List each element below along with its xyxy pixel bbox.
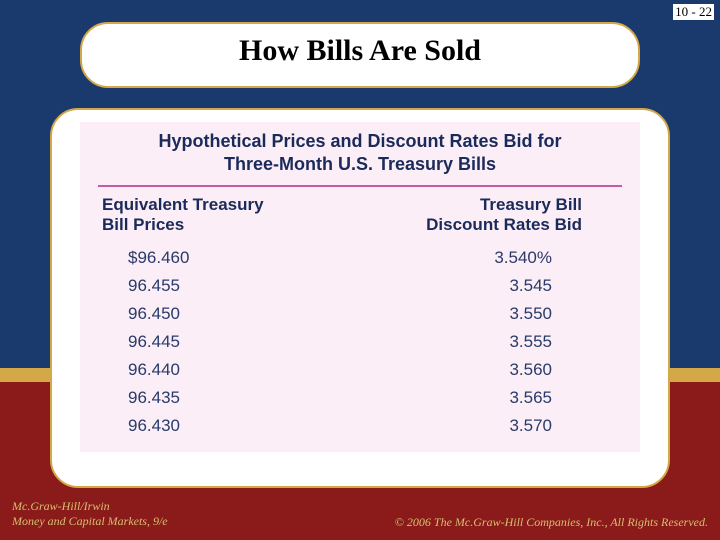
col-header-prices-l1: Equivalent Treasury: [102, 195, 264, 214]
footer-copyright: © 2006 The Mc.Graw-Hill Companies, Inc.,…: [395, 515, 708, 530]
table-title: Hypothetical Prices and Discount Rates B…: [80, 122, 640, 185]
cell-rate: 3.540%: [340, 244, 622, 272]
table-row: 96.440 3.560: [98, 356, 622, 384]
cell-price: $96.460: [98, 244, 340, 272]
page-number: 10 - 22: [673, 4, 714, 20]
table-title-line2: Three-Month U.S. Treasury Bills: [224, 154, 496, 174]
cell-rate: 3.550: [340, 300, 622, 328]
title-card: How Bills Are Sold: [80, 22, 640, 88]
footer-publisher: Mc.Graw-Hill/Irwin: [12, 499, 110, 513]
table-row: $96.460 3.540%: [98, 244, 622, 272]
cell-price: 96.455: [98, 272, 340, 300]
table-container: Hypothetical Prices and Discount Rates B…: [80, 122, 640, 452]
cell-price: 96.435: [98, 384, 340, 412]
col-header-prices-l2: Bill Prices: [102, 215, 184, 234]
table-row: 96.445 3.555: [98, 328, 622, 356]
col-header-rates-l2: Discount Rates Bid: [426, 215, 582, 234]
footer-book: Money and Capital Markets, 9/e: [12, 514, 168, 528]
cell-price: 96.445: [98, 328, 340, 356]
table-row: 96.450 3.550: [98, 300, 622, 328]
cell-rate: 3.560: [340, 356, 622, 384]
col-header-rates-l1: Treasury Bill: [480, 195, 582, 214]
cell-rate: 3.565: [340, 384, 622, 412]
content-card: Hypothetical Prices and Discount Rates B…: [50, 108, 670, 488]
cell-price: 96.440: [98, 356, 340, 384]
cell-rate: 3.570: [340, 412, 622, 440]
table-rule: [98, 185, 622, 187]
table-title-line1: Hypothetical Prices and Discount Rates B…: [158, 131, 561, 151]
cell-rate: 3.545: [340, 272, 622, 300]
slide-title: How Bills Are Sold: [102, 34, 618, 68]
table-body: $96.460 3.540% 96.455 3.545 96.450 3.550…: [80, 244, 640, 452]
cell-price: 96.450: [98, 300, 340, 328]
col-header-prices: Equivalent Treasury Bill Prices: [98, 195, 342, 236]
col-header-rates: Treasury Bill Discount Rates Bid: [342, 195, 622, 236]
table-row: 96.435 3.565: [98, 384, 622, 412]
footer-left: Mc.Graw-Hill/Irwin Money and Capital Mar…: [12, 499, 168, 530]
table-row: 96.430 3.570: [98, 412, 622, 440]
table-row: 96.455 3.545: [98, 272, 622, 300]
table-headers: Equivalent Treasury Bill Prices Treasury…: [80, 195, 640, 244]
cell-price: 96.430: [98, 412, 340, 440]
cell-rate: 3.555: [340, 328, 622, 356]
